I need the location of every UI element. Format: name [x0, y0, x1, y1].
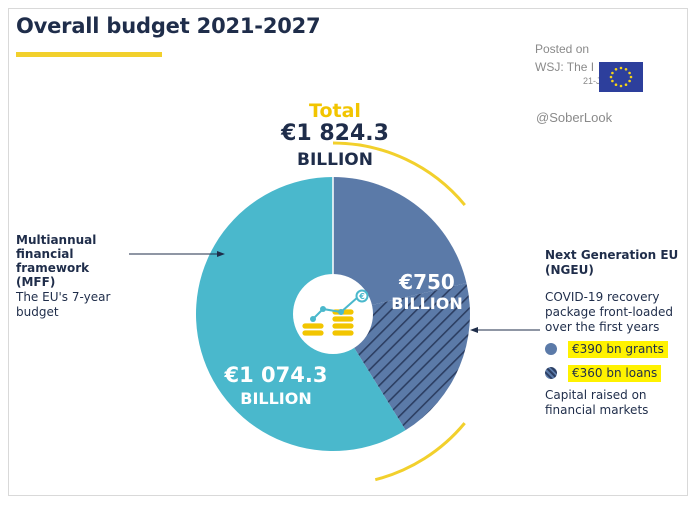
- watermark-handle: @SoberLook: [536, 110, 613, 125]
- page-title: Overall budget 2021-2027: [16, 14, 321, 38]
- coins-growth-icon: €: [293, 274, 373, 354]
- legend-item-grants: €390 bn grants: [545, 340, 668, 358]
- ngeu-title: Next Generation EU (NGEU): [545, 248, 679, 277]
- mff-slice-label: €1 074.3 BILLION: [215, 363, 337, 409]
- ngeu-slice-value: €750: [399, 270, 455, 294]
- eu-flag-icon: [599, 62, 643, 92]
- grants-swatch: [545, 343, 557, 355]
- total-ring: [160, 141, 506, 487]
- title-underline: [16, 52, 162, 57]
- ngeu-description: COVID-19 recovery package front-loaded o…: [545, 290, 673, 334]
- watermark-source: WSJ: The I: [535, 60, 595, 74]
- mff-pointer-arrow: [217, 251, 225, 257]
- legend-item-loans: €360 bn loans: [545, 364, 662, 382]
- svg-text:€: €: [358, 292, 365, 301]
- legend-label-grants: €390 bn grants: [568, 340, 668, 358]
- ngeu-pointer-arrow: [470, 327, 478, 333]
- mff-title: Multiannual financial framework (MFF): [16, 233, 97, 289]
- capital-note: Capital raised on financial markets: [545, 388, 649, 417]
- ngeu-slice-unit: BILLION: [391, 294, 463, 313]
- loans-swatch: [545, 367, 557, 379]
- ngeu-slice-label: €750 BILLION: [372, 270, 482, 314]
- mff-slice-unit: BILLION: [240, 389, 312, 408]
- total-unit: BILLION: [297, 150, 373, 170]
- ngeu-grants-slice: [333, 177, 467, 314]
- total-label: Total: [309, 100, 361, 122]
- legend-label-loans: €360 bn loans: [568, 364, 662, 382]
- mff-slice-value: €1 074.3: [224, 363, 328, 387]
- mff-description: The EU's 7-year budget: [16, 290, 111, 319]
- watermark-posted-on: Posted on: [535, 42, 590, 56]
